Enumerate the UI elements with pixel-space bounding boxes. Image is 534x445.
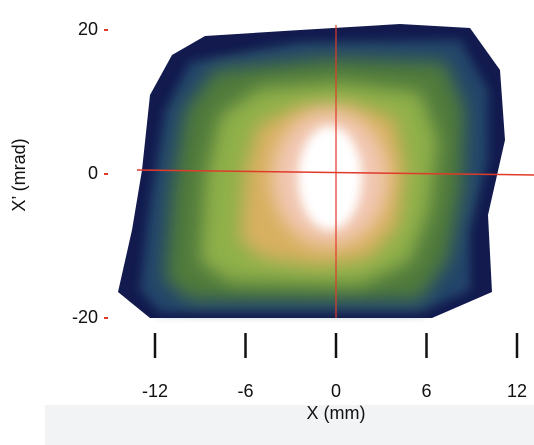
footer-strip xyxy=(45,405,534,445)
y-tick-label: 20 xyxy=(78,19,98,39)
chart: X (mm) X’ (mrad) -12 -6 0 6 12 20 0 -20 xyxy=(0,0,534,445)
x-tick-label: 0 xyxy=(331,381,341,401)
x-tick-label: -12 xyxy=(142,381,168,401)
x-axis-label: X (mm) xyxy=(307,403,366,423)
y-axis-label: X’ (mrad) xyxy=(9,138,29,211)
y-tick-label: 0 xyxy=(88,163,98,183)
x-tick-label: -6 xyxy=(237,381,253,401)
x-tick-label: 6 xyxy=(421,381,431,401)
y-tick-label: -20 xyxy=(72,307,98,327)
x-tick-label: 12 xyxy=(507,381,527,401)
